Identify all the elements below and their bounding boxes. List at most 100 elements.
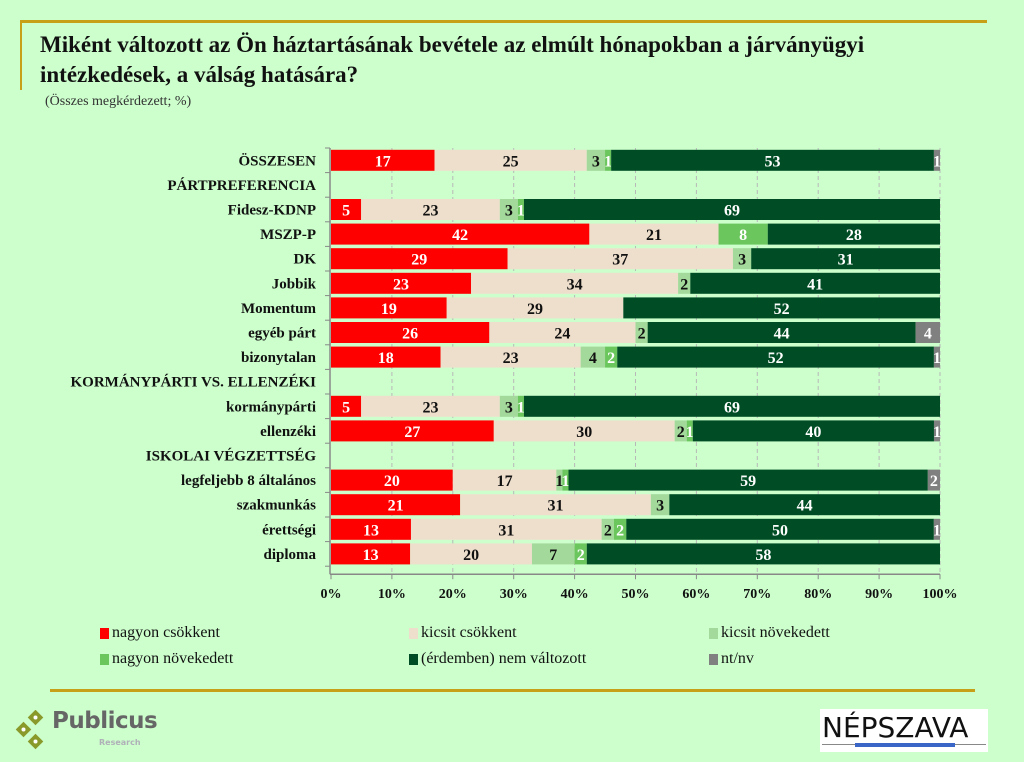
bar-data-label: 58 [755,547,771,564]
bar-data-label: 1 [933,350,941,367]
bar-segment [686,420,693,442]
bar-segment [611,149,934,171]
bar-data-label: 2 [604,522,612,539]
legend-item: (érdemben) nem változott [409,650,586,668]
category-label: kormánypárti [226,399,316,415]
bar-data-label: 1 [561,473,569,490]
bar-data-label: 23 [422,399,438,416]
nepszava-logo: NÉPSZAVA [820,709,988,752]
bar-segment [718,223,768,245]
publicus-name: Publicus [52,708,158,734]
legend-label: kicsit csökkent [421,624,517,641]
bar-data-label: 18 [378,350,394,367]
bar-segment [589,223,719,245]
x-tick-label: 20% [439,587,467,602]
bar-data-label: 37 [612,252,628,269]
bar-segment [562,469,569,491]
bar-data-label: 31 [548,498,564,515]
bar-data-label: 2 [930,473,938,490]
bar-segment [331,248,508,270]
bar-segment [933,149,940,171]
category-label: ellenzéki [260,424,316,440]
legend-label: nagyon csökkent [112,624,220,641]
x-tick-label: 60% [682,587,710,602]
bar-data-label: 4 [924,326,932,343]
x-tick-label: 30% [500,587,528,602]
bar-segment [556,469,563,491]
bar-data-label: 13 [363,522,379,539]
bar-data-label: 50 [772,522,788,539]
legend-swatch [409,653,418,665]
bar-segment [523,199,940,220]
x-tick-label: 80% [804,587,832,602]
bar-data-label: 25 [503,153,519,170]
category-label: bizonytalan [241,350,317,366]
bar-data-label: 2 [607,350,615,367]
bar-segment [331,297,447,319]
bar-segment [331,346,441,368]
bar-data-label: 3 [738,252,746,269]
bar-segment [568,469,928,491]
bar-data-label: 23 [503,350,519,367]
category-label: szakmunkás [237,498,316,514]
bar-segment [586,149,606,171]
bar-data-label: 29 [527,301,543,318]
bar-data-label: 1 [686,424,694,441]
bar-segment [650,494,670,516]
x-tick-label: 100% [923,587,958,602]
bar-data-label: 1 [604,153,612,170]
legend-item: nagyon növekedett [100,650,233,668]
publicus-subtitle: Research [99,738,141,747]
x-tick-label: 90% [865,587,893,602]
bar-segment [580,346,606,368]
x-tick-label: 50% [622,587,650,602]
bar-segment [927,469,940,491]
bar-segment [410,543,532,565]
bar-data-label: 2 [677,424,685,441]
bar-segment [678,272,691,294]
bar-segment [331,395,362,417]
bar-data-label: 17 [497,473,513,490]
category-label: Fidesz-KDNP [228,203,316,219]
title-accent-line [20,20,22,90]
bar-segment [361,199,500,220]
bar-data-label: 5 [342,399,350,416]
legend-item: kicsit csökkent [409,624,517,642]
bar-data-label: 1 [933,522,941,539]
nepszava-name: NÉPSZAVA [822,711,969,744]
category-label: DK [294,252,317,268]
category-label: ÖSSZESEN [238,152,316,169]
bar-data-label: 1 [933,153,941,170]
bar-segment [626,518,934,540]
bar-segment [915,322,940,343]
bar-segment [601,518,614,540]
bar-data-label: 24 [554,326,570,343]
legend-label: nt/nv [721,650,754,667]
category-label: legfeljebb 8 általános [181,473,316,489]
legend-label: kicsit növekedett [721,624,830,641]
nepszava-blue-bar [855,743,955,747]
group-header-label: KORMÁNYPÁRTI VS. ELLENZÉKI [71,374,317,391]
bar-data-label: 3 [505,203,513,220]
bar-data-label: 23 [393,276,409,293]
bar-segment [489,322,636,343]
bar-segment [517,199,524,220]
bar-segment [460,494,651,516]
bar-segment [574,543,587,565]
bar-segment [669,494,940,516]
bar-data-label: 44 [797,498,813,515]
bar-segment [623,297,940,319]
bar-data-label: 4 [589,350,597,367]
bar-segment [531,543,575,565]
bar-segment [635,322,648,343]
publicus-logo: Publicus Research [14,708,164,753]
bar-data-label: 69 [724,203,740,220]
bar-data-label: 7 [549,547,557,564]
bar-data-label: 31 [498,522,514,539]
legend-swatch [709,653,718,665]
bar-segment [507,248,733,270]
bar-segment [933,518,940,540]
legend-item: nt/nv [709,650,754,668]
bar-segment [732,248,752,270]
bar-segment [434,149,587,171]
